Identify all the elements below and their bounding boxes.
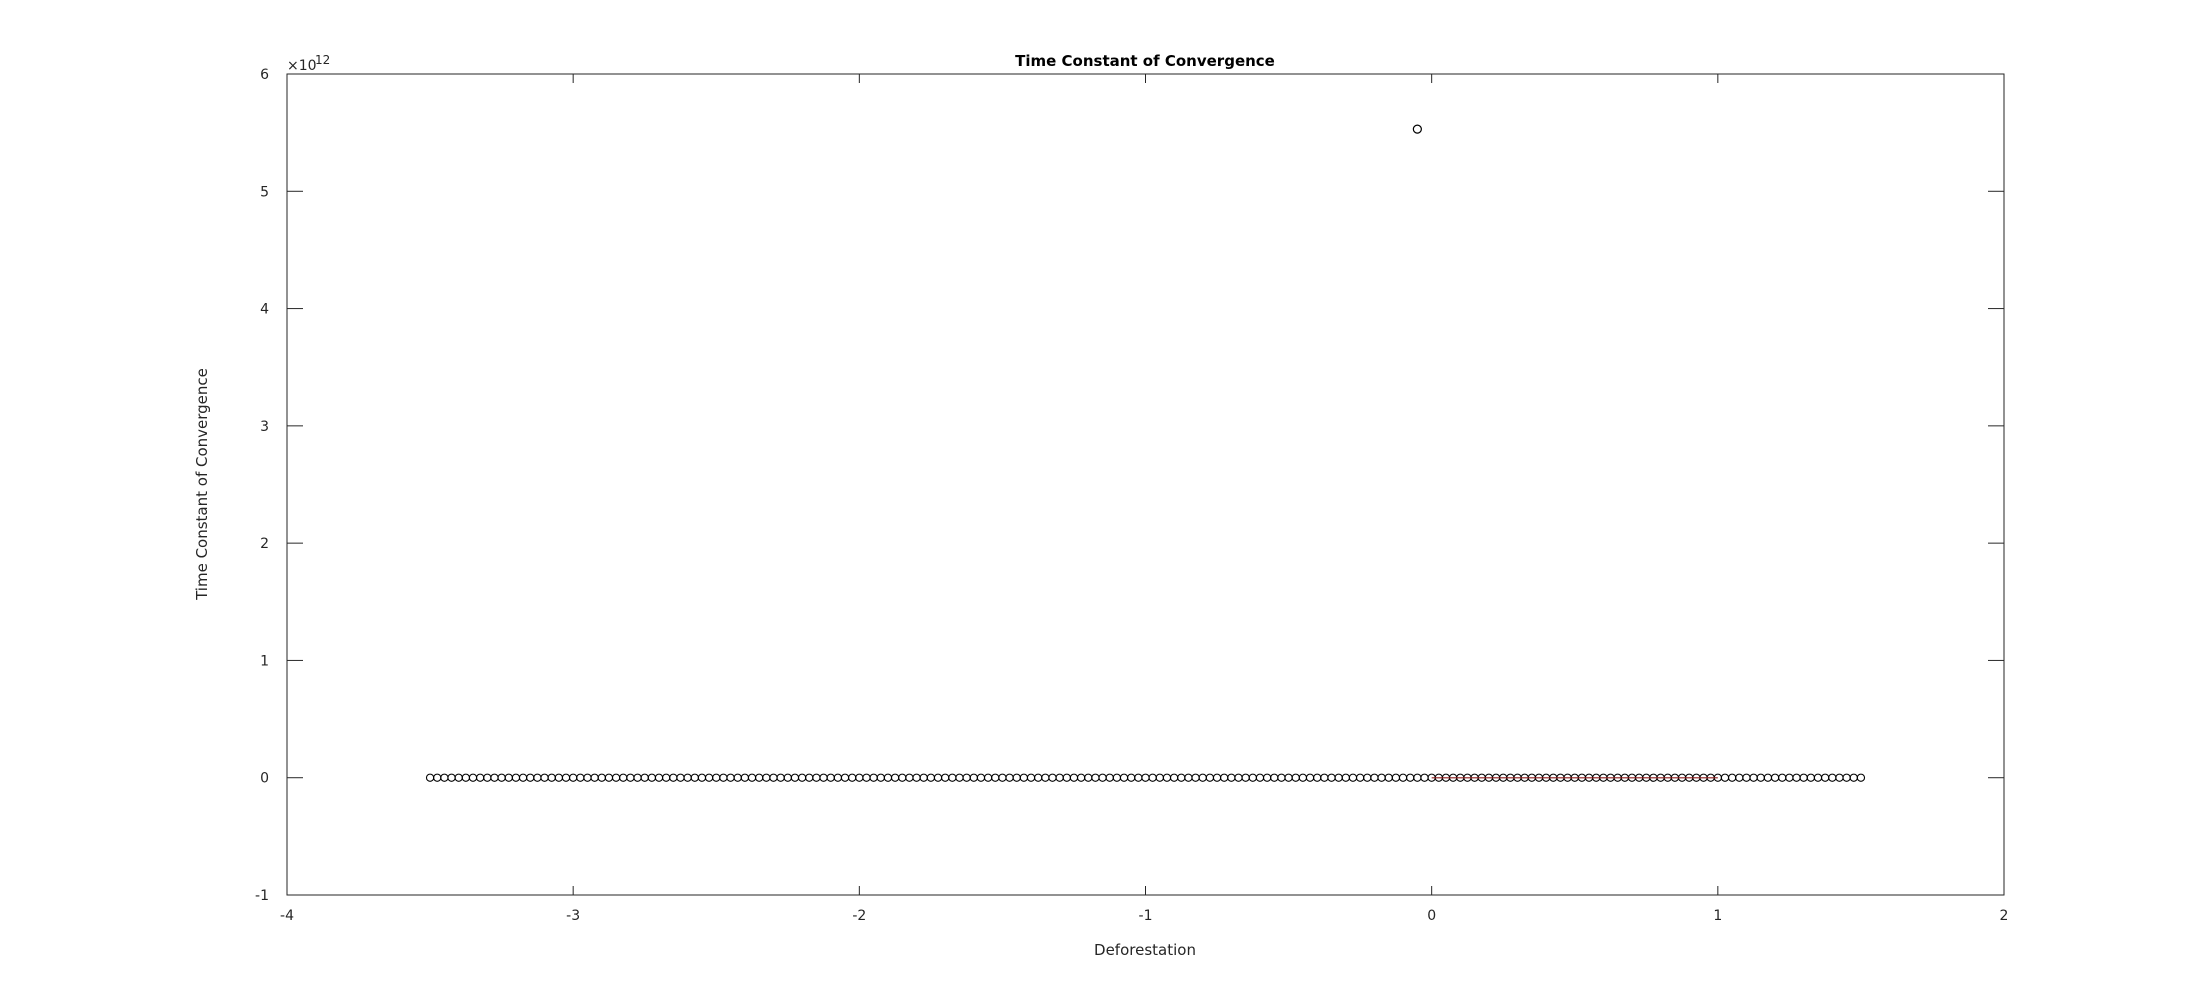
y-tick-labels: -1 0 1 2 3 4 5 6 (255, 67, 269, 904)
y-tick-label: 1 (260, 653, 269, 669)
x-tick-label: -4 (280, 908, 294, 924)
y-tick-label: 4 (260, 302, 269, 318)
x-axis-label: Deforestation (1094, 941, 1196, 959)
x-tick-labels: -4 -3 -2 -1 0 1 2 (280, 908, 2008, 924)
data-points (425, 124, 1866, 782)
x-tick-label: -2 (852, 908, 866, 924)
x-tick-label: 1 (1713, 908, 1722, 924)
y-scale-multiplier: ×10 (287, 58, 317, 74)
data-point (1856, 773, 1866, 782)
outlier-point (1412, 124, 1422, 134)
x-tick-label: -3 (566, 908, 580, 924)
y-tick-label: 3 (260, 419, 269, 435)
y-tick-label: 5 (260, 184, 269, 200)
y-scale-exponent: 12 (315, 53, 330, 67)
y-tick-label: 0 (260, 771, 269, 787)
y-tick-label: 2 (260, 536, 269, 552)
chart-title: Time Constant of Convergence (1015, 52, 1275, 70)
x-tick-label: 2 (2000, 908, 2009, 924)
y-tick-label: 6 (260, 67, 269, 83)
plot-area (286, 73, 2005, 896)
y-tick-label: -1 (255, 888, 269, 904)
x-tick-label: 0 (1427, 908, 1436, 924)
y-axis-label: Time Constant of Convergence (193, 368, 211, 601)
axis-ticks (286, 73, 2005, 896)
x-tick-label: -1 (1139, 908, 1153, 924)
